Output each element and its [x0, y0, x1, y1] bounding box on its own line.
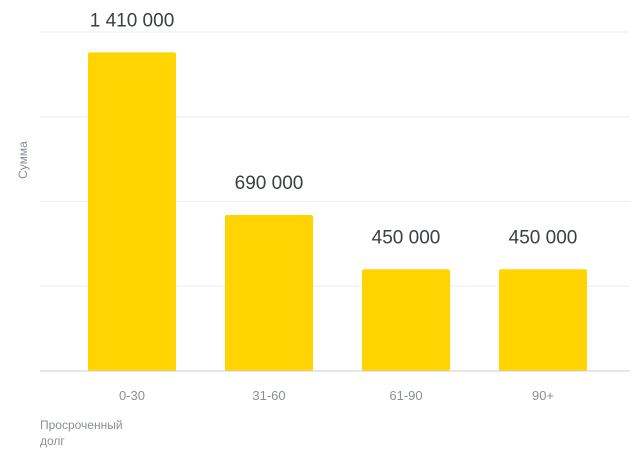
- x-tick-31-60: 31-60: [252, 388, 285, 403]
- x-tick-90+: 90+: [532, 388, 554, 403]
- data-label-90+: 450 000: [509, 227, 578, 248]
- x-axis-title-line-2: долг: [40, 434, 65, 448]
- x-tick-0-30: 0-30: [119, 388, 145, 403]
- x-tick-labels: 0-30 31-60 61-90 90+: [119, 388, 554, 403]
- data-label-31-60: 690 000: [235, 173, 304, 194]
- value-labels: 1 410 000 690 000 450 000 450 000: [90, 10, 578, 248]
- bar-90+: [499, 269, 587, 371]
- data-label-61-90: 450 000: [372, 227, 441, 248]
- bars: [88, 52, 587, 372]
- bar-61-90: [362, 269, 450, 371]
- data-label-0-30: 1 410 000: [90, 10, 175, 31]
- x-tick-61-90: 61-90: [389, 388, 422, 403]
- x-axis-title-line-1: Просроченный: [40, 418, 123, 432]
- y-axis-title: Сумма: [16, 141, 30, 179]
- bar-0-30: [88, 52, 176, 372]
- bar-31-60: [225, 215, 313, 371]
